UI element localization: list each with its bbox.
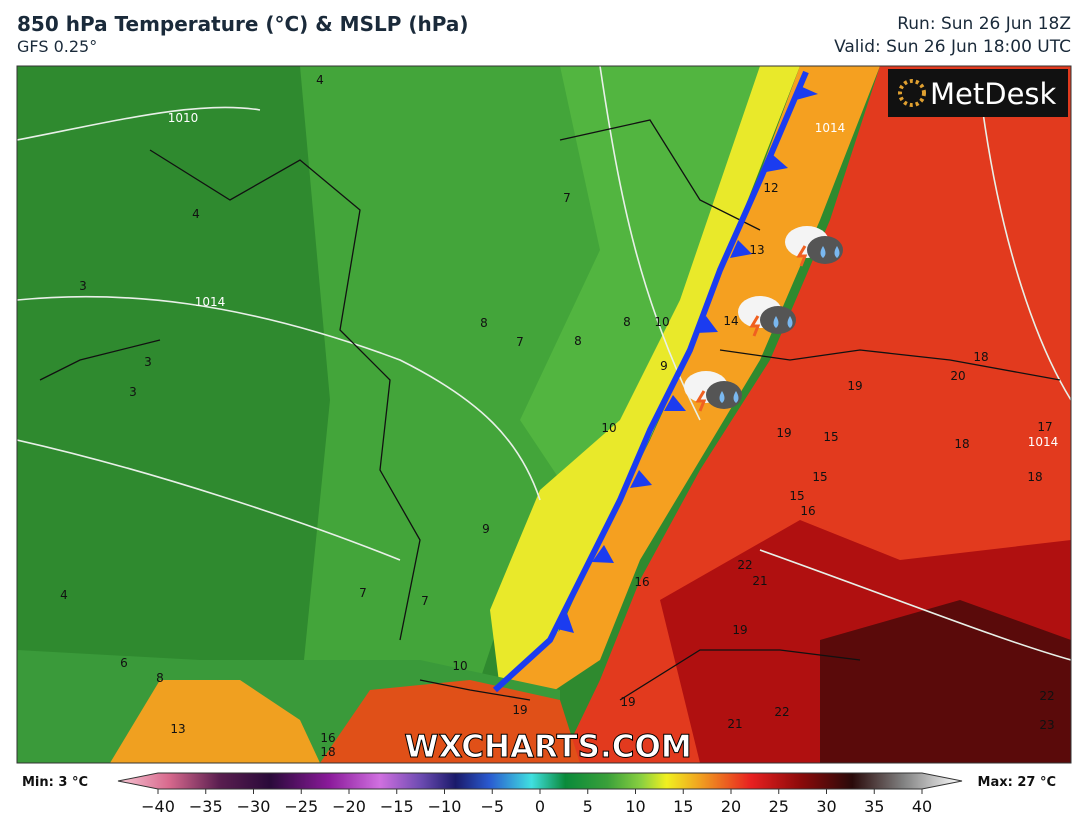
temperature-label: 19: [512, 703, 527, 717]
isobar-label: 1014: [815, 121, 846, 135]
colorbar-tick-label: −15: [380, 797, 414, 816]
weather-icons: [684, 226, 843, 412]
temperature-label: 3: [79, 279, 87, 293]
temperature-label: 10: [452, 659, 467, 673]
cold-front: [492, 70, 809, 693]
temperature-label: 20: [950, 369, 965, 383]
colorbar-tick-label: −30: [237, 797, 271, 816]
temperature-label: 19: [847, 379, 862, 393]
temperature-label: 7: [516, 335, 524, 349]
temperature-label: 6: [120, 656, 128, 670]
isobar-label: 1010: [168, 111, 199, 125]
temperature-label: 21: [727, 717, 742, 731]
logo-mark: [898, 79, 926, 107]
isobar-label: 1014: [1028, 435, 1059, 449]
front-triangles: [553, 86, 818, 633]
warm-band: [490, 66, 800, 690]
colorbar-tick-label: 35: [864, 797, 884, 816]
temperature-label: 18: [973, 350, 988, 364]
temperature-label: 16: [800, 504, 815, 518]
temperature-label: 18: [1027, 470, 1042, 484]
temperature-label: 16: [634, 575, 649, 589]
temperature-label: 10: [654, 315, 669, 329]
temperature-label: 22: [737, 558, 752, 572]
temperature-label: 8: [574, 334, 582, 348]
temperature-label: 4: [60, 588, 68, 602]
title: 850 hPa Temperature (°C) & MSLP (hPa): [17, 12, 469, 36]
colorbar: [117, 772, 963, 790]
temperature-label: 7: [563, 191, 571, 205]
temperature-label: 7: [421, 594, 429, 608]
temperature-label: 15: [789, 489, 804, 503]
colorbar-tick-label: 15: [673, 797, 693, 816]
temperature-label: 18: [320, 745, 335, 759]
temperature-label: 19: [776, 426, 791, 440]
isobar: [17, 66, 1071, 661]
temperature-label: 22: [1039, 689, 1054, 703]
temperature-label: 10: [601, 421, 616, 435]
temperature-label: 18: [954, 437, 969, 451]
max-label: Max: 27 °C: [978, 775, 1056, 790]
temperature-label: 22: [774, 705, 789, 719]
logo: MetDesk: [930, 77, 1057, 111]
colorbar-tick-label: 0: [535, 797, 545, 816]
colorbar-tick-label: −35: [189, 797, 223, 816]
colorbar-tick-label: 30: [816, 797, 836, 816]
temperature-label: 23: [1039, 718, 1054, 732]
temperature-label: 16: [320, 731, 335, 745]
colorbar-tick-label: −25: [284, 797, 318, 816]
temperature-label: 3: [144, 355, 152, 369]
temperature-label: 13: [749, 243, 764, 257]
south-warm: [320, 680, 580, 763]
map-border: [16, 65, 1072, 764]
temperature-label: 8: [623, 315, 631, 329]
temperature-label: 21: [752, 574, 767, 588]
logo-box: [888, 69, 1068, 117]
colorbar-tick-label: 25: [769, 797, 789, 816]
temperature-label: 14: [723, 314, 738, 328]
temperature-label: 8: [156, 671, 164, 685]
mild-region: [520, 66, 760, 480]
isobar-label: 1014: [195, 295, 226, 309]
temperature-label: 8: [480, 316, 488, 330]
south-warm: [110, 680, 320, 763]
colorbar-tick-label: 10: [625, 797, 645, 816]
temperature-label: 7: [359, 586, 367, 600]
temperature-label: 4: [192, 207, 200, 221]
temperature-label: 13: [170, 722, 185, 736]
temperature-label: 15: [812, 470, 827, 484]
temperature-label: 9: [660, 359, 668, 373]
temperature-label: 12: [763, 181, 778, 195]
temperature-label: 17: [1037, 420, 1052, 434]
watermark: WXCHARTS.COM: [404, 729, 691, 765]
run-time: Run: Sun 26 Jun 18Z: [897, 14, 1071, 34]
colorbar-tick-label: −40: [141, 797, 175, 816]
temperature-label: 9: [482, 522, 490, 536]
temperature-label: 19: [620, 695, 635, 709]
temperature-label: 15: [823, 430, 838, 444]
colorbar-tick-label: 20: [721, 797, 741, 816]
temperature-label: 3: [129, 385, 137, 399]
min-label: Min: 3 °C: [22, 775, 88, 790]
coastline: [39, 119, 1061, 701]
subtitle: GFS 0.25°: [17, 37, 98, 56]
colorbar-tick-label: −20: [332, 797, 366, 816]
temperature-label: 4: [316, 73, 324, 87]
temperature-label: 19: [732, 623, 747, 637]
colorbar-tick-label: −10: [428, 797, 462, 816]
colorbar-ticks: −40 −35 −30 −25 −20 −15 −10 −5 0 5 10 15 20 25 30 35 40: [141, 789, 932, 816]
colorbar-tick-label: −5: [480, 797, 504, 816]
colorbar-tick-label: 5: [583, 797, 593, 816]
colorbar-tick-label: 40: [912, 797, 932, 816]
valid-time: Valid: Sun 26 Jun 18:00 UTC: [834, 37, 1071, 57]
